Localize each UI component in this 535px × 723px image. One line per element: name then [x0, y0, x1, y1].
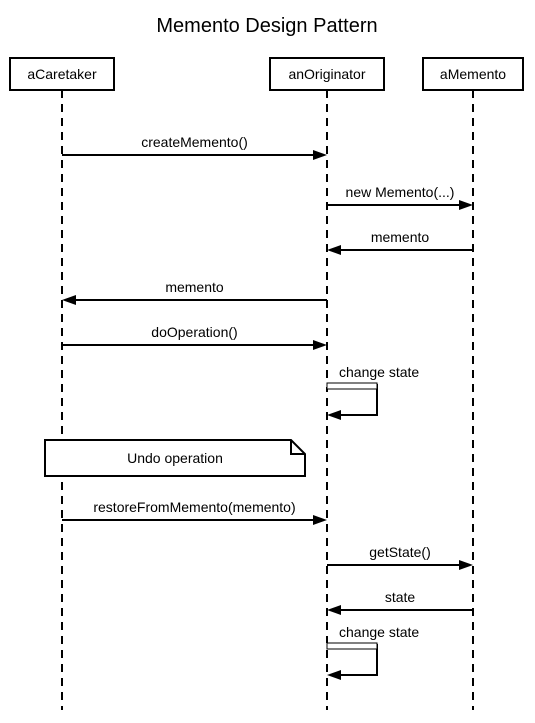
message-label-4: doOperation()	[151, 324, 237, 340]
message-label-2: memento	[371, 229, 430, 245]
message-label-6: getState()	[369, 544, 430, 560]
diagram-title: Memento Design Pattern	[156, 15, 377, 37]
message-label-7: state	[385, 589, 416, 605]
participant-originator-label: anOriginator	[288, 66, 365, 82]
message-label-0: createMemento()	[141, 134, 248, 150]
note-label: Undo operation	[127, 450, 223, 466]
message-label-3: memento	[165, 279, 224, 295]
participant-caretaker-label: aCaretaker	[27, 66, 97, 82]
self-message-label-1: change state	[339, 624, 419, 640]
message-label-5: restoreFromMemento(memento)	[93, 499, 295, 515]
participant-memento-label: aMemento	[440, 66, 506, 82]
self-message-label-0: change state	[339, 364, 419, 380]
message-label-1: new Memento(...)	[346, 184, 455, 200]
